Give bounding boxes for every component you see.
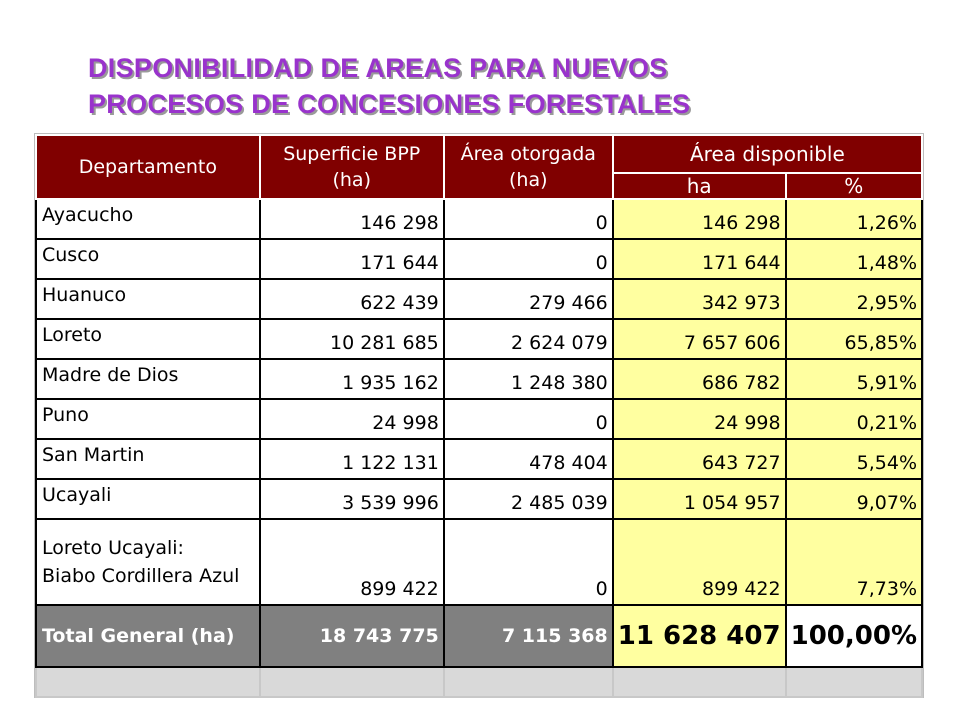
row-departamento: Loreto <box>35 318 261 360</box>
table-row: Cusco 171 644 0 171 644 1,48% <box>35 238 924 280</box>
table-row: Loreto 10 281 685 2 624 079 7 657 606 65,85% <box>35 318 924 360</box>
footer-row <box>35 666 924 698</box>
row-disp-ha: 24 998 <box>611 398 787 440</box>
footer-cell <box>258 666 445 698</box>
row-disp-ha: 643 727 <box>611 438 787 480</box>
total-row: Total General (ha) 18 743 775 7 115 368 11 … <box>35 604 924 668</box>
row-disp-pct: 1,26% <box>784 198 924 240</box>
title-line-2: PROCESOS DE CONCESIONES FORESTALES <box>88 89 691 119</box>
total-disp-pct: 100,00% <box>784 604 924 668</box>
row-otorgada: 0 <box>442 238 614 280</box>
footer-cell <box>442 666 614 698</box>
table-row: Huanuco 622 439 279 466 342 973 2,95% <box>35 278 924 320</box>
row-otorgada: 0 <box>442 198 614 240</box>
table-row: Puno 24 998 0 24 998 0,21% <box>35 398 924 440</box>
header-otorgada-label: Área otorgada <box>460 143 596 165</box>
row-departamento: Ayacucho <box>35 198 261 240</box>
row-disp-pct: 0,21% <box>784 398 924 440</box>
row-disp-ha: 899 422 <box>611 518 787 606</box>
row-superficie: 1 935 162 <box>258 358 445 400</box>
row-otorgada: 0 <box>442 398 614 440</box>
row-superficie: 1 122 131 <box>258 438 445 480</box>
row-departamento: San Martin <box>35 438 261 480</box>
row-superficie: 622 439 <box>258 278 445 320</box>
row-superficie: 24 998 <box>258 398 445 440</box>
header-otorgada-unit: (ha) <box>509 169 548 191</box>
row-departamento: Puno <box>35 398 261 440</box>
row-superficie: 3 539 996 <box>258 478 445 520</box>
row-otorgada: 279 466 <box>442 278 614 320</box>
header-disp-ha: ha <box>611 172 787 200</box>
row-superficie: 146 298 <box>258 198 445 240</box>
row-departamento: Huanuco <box>35 278 261 320</box>
row-disp-pct: 7,73% <box>784 518 924 606</box>
row-disp-pct: 9,07% <box>784 478 924 520</box>
row-departamento: Loreto Ucayali: Biabo Cordillera Azul <box>35 518 261 606</box>
header-row: Departamento Superficie BPP (ha) Área ot… <box>35 134 924 200</box>
row-departamento: Madre de Dios <box>35 358 261 400</box>
header-otorgada: Área otorgada (ha) <box>442 134 614 200</box>
row-otorgada: 2 624 079 <box>442 318 614 360</box>
subheader-row: ha % <box>36 172 924 200</box>
table-row: Loreto Ucayali: Biabo Cordillera Azul 899 … <box>35 518 924 606</box>
row-otorgada: 1 248 380 <box>442 358 614 400</box>
row-otorgada: 0 <box>442 518 614 606</box>
row-disp-pct: 5,54% <box>784 438 924 480</box>
row-otorgada: 478 404 <box>442 438 614 480</box>
footer-cell <box>35 666 261 698</box>
row-disp-pct: 5,91% <box>784 358 924 400</box>
row-disp-pct: 2,95% <box>784 278 924 320</box>
total-disp-ha: 11 628 407 <box>611 604 787 668</box>
row-disp-pct: 65,85% <box>784 318 924 360</box>
title-line-1: DISPONIBILIDAD DE AREAS PARA NUEVOS <box>88 53 668 83</box>
data-table-frame: Departamento Superficie BPP (ha) Área ot… <box>34 133 924 698</box>
row-disp-ha: 146 298 <box>611 198 787 240</box>
total-label: Total General (ha) <box>35 604 261 668</box>
header-departamento: Departamento <box>35 134 261 200</box>
row-disp-pct: 1,48% <box>784 238 924 280</box>
table-row: Madre de Dios 1 935 162 1 248 380 686 782 5,… <box>35 358 924 400</box>
row-otorgada: 2 485 039 <box>442 478 614 520</box>
row-departamento: Ucayali <box>35 478 261 520</box>
row-superficie: 10 281 685 <box>258 318 445 360</box>
table-row: Ucayali 3 539 996 2 485 039 1 054 957 9,07% <box>35 478 924 520</box>
row-superficie: 899 422 <box>258 518 445 606</box>
header-superficie-label: Superficie BPP <box>283 143 421 165</box>
page-title: DISPONIBILIDAD DE AREAS PARA NUEVOS PROC… <box>88 50 690 122</box>
footer-cell <box>611 666 787 698</box>
footer-cell <box>784 666 924 698</box>
row-disp-ha: 1 054 957 <box>611 478 787 520</box>
header-superficie: Superficie BPP (ha) <box>258 134 445 200</box>
table-row: Ayacucho 146 298 0 146 298 1,26% <box>35 198 924 240</box>
table-row: San Martin 1 122 131 478 404 643 727 5,54% <box>35 438 924 480</box>
data-table: Departamento Superficie BPP (ha) Área ot… <box>35 134 924 698</box>
header-disponible: Área disponible <box>611 134 924 174</box>
row-superficie: 171 644 <box>258 238 445 280</box>
total-superficie: 18 743 775 <box>258 604 445 668</box>
row-disp-ha: 342 973 <box>611 278 787 320</box>
row-disp-ha: 7 657 606 <box>611 318 787 360</box>
row-disp-ha: 171 644 <box>611 238 787 280</box>
row-disp-ha: 686 782 <box>611 358 787 400</box>
row-departamento-line-1: Loreto Ucayali: <box>42 537 184 559</box>
header-superficie-unit: (ha) <box>332 169 371 191</box>
total-otorgada: 7 115 368 <box>442 604 614 668</box>
row-departamento-line-2: Biabo Cordillera Azul <box>42 565 240 587</box>
row-departamento: Cusco <box>35 238 261 280</box>
header-disp-pct: % <box>784 172 924 200</box>
